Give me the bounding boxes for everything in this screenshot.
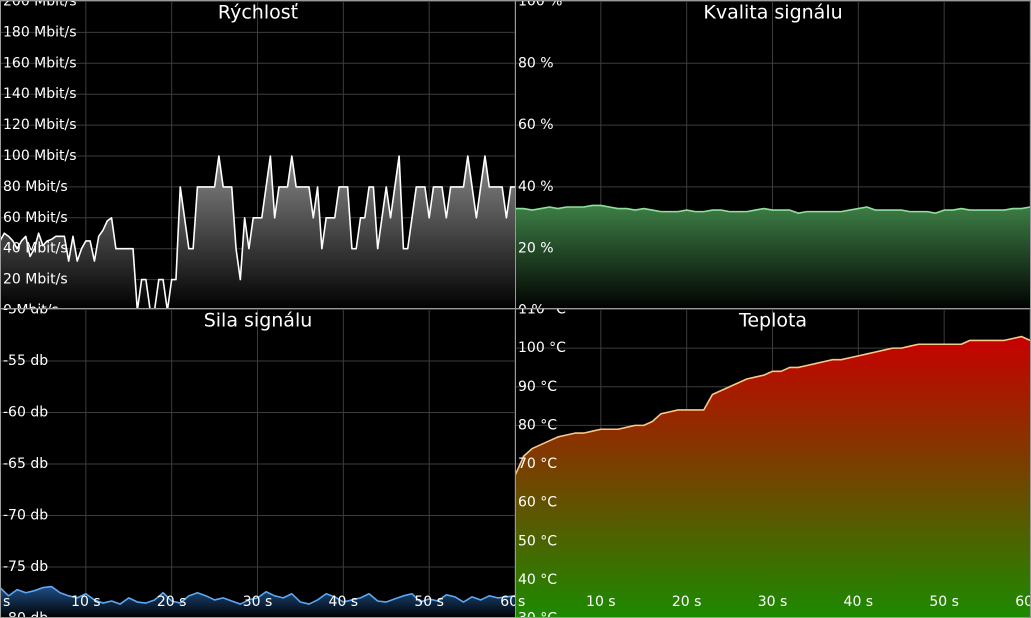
y-tick-label: 160 Mbit/s	[3, 55, 77, 71]
y-tick-label: -70 db	[3, 508, 48, 524]
x-tick-label: 20 s	[672, 594, 702, 610]
y-tick-label: 70 °C	[518, 456, 557, 472]
area-fill	[515, 336, 1030, 618]
y-tick-label: 100 %	[518, 0, 562, 10]
x-tick-label: 30 s	[758, 594, 788, 610]
x-tick-label: 0 s	[515, 594, 525, 610]
y-tick-label: 0 %	[518, 303, 545, 311]
y-tick-label: 200 Mbit/s	[3, 0, 77, 10]
y-tick-label: -60 db	[3, 405, 48, 421]
y-tick-label: 0 Mbit/s	[3, 303, 59, 311]
chart-title: Teplota	[738, 310, 807, 332]
y-tick-label: -65 db	[3, 456, 48, 472]
chart-panel: 30 °C 40 °C 50 °C 60 °C 70 °C 80 °C 90 °C 100 °…	[515, 308, 1031, 618]
y-tick-label: 120 Mbit/s	[3, 117, 77, 133]
chart-title: Kvalita signálu	[703, 2, 842, 24]
y-tick-label: -55 db	[3, 353, 48, 369]
area-fill	[515, 205, 1030, 310]
y-tick-label: 100 Mbit/s	[3, 148, 77, 164]
x-tick-label: 60 s	[500, 594, 516, 610]
y-tick-label: 100 °C	[518, 340, 566, 356]
y-tick-label: 80 °C	[518, 417, 557, 433]
data-line	[515, 335, 1031, 476]
y-tick-label: 60 °C	[518, 495, 557, 511]
x-tick-label: 10 s	[71, 594, 101, 610]
chart-panel: 0 Mbit/s 20 Mbit/s 40 Mbit/s 60 Mbit/s 80 Mb…	[0, 0, 516, 310]
y-tick-label: 90 °C	[518, 379, 557, 395]
x-tick-label: 0 s	[0, 594, 10, 610]
y-tick-label: 40 °C	[518, 572, 557, 588]
chart-panel: -80 db -75 db -70 db -65 db -60 db -55 db -50 …	[0, 308, 516, 618]
y-tick-label: 180 Mbit/s	[3, 24, 77, 40]
area-fill	[0, 156, 515, 310]
y-tick-label: 50 °C	[518, 533, 557, 549]
y-tick-label: 80 %	[518, 55, 554, 71]
y-tick-label: 110 °C	[518, 308, 566, 318]
y-tick-label: 60 Mbit/s	[3, 210, 68, 226]
x-tick-label: 10 s	[586, 594, 616, 610]
x-tick-label: 50 s	[929, 594, 959, 610]
data-line	[515, 204, 1031, 214]
data-line	[0, 585, 516, 605]
area-fill	[0, 586, 515, 618]
x-tick-label: 40 s	[329, 594, 359, 610]
data-line	[0, 155, 515, 310]
x-tick-label: 60 s	[1015, 594, 1031, 610]
x-tick-label: 20 s	[157, 594, 187, 610]
y-tick-label: 60 %	[518, 117, 554, 133]
y-tick-label: 40 %	[518, 179, 554, 195]
y-tick-label: 30 °C	[518, 611, 557, 618]
y-tick-label: 20 Mbit/s	[3, 272, 68, 288]
y-tick-label: -80 db	[3, 611, 48, 618]
x-tick-label: 30 s	[243, 594, 273, 610]
y-tick-label: 140 Mbit/s	[3, 86, 77, 102]
chart-title: Rýchlosť	[218, 2, 299, 24]
y-tick-label: 80 Mbit/s	[3, 179, 68, 195]
y-tick-label: 20 %	[518, 241, 554, 257]
x-tick-label: 50 s	[414, 594, 444, 610]
y-tick-label: 40 Mbit/s	[3, 241, 68, 257]
chart-panel: 0 % 20 % 40 % 60 % 80 % 100 % Kvalita signálu	[515, 0, 1031, 310]
chart-title: Sila signálu	[204, 310, 313, 332]
y-tick-label: -75 db	[3, 559, 48, 575]
x-tick-label: 40 s	[844, 594, 874, 610]
y-tick-label: -50 db	[3, 308, 48, 318]
